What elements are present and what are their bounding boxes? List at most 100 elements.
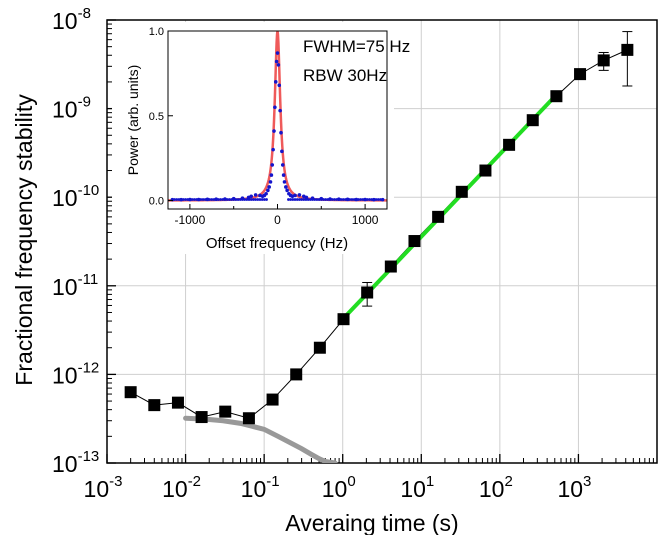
inset-baseline-dot xyxy=(302,198,306,201)
x-tick-exponent: 3 xyxy=(583,473,591,490)
data-point xyxy=(574,68,587,81)
inset-baseline-dot xyxy=(212,198,216,201)
inset-data-point xyxy=(285,188,289,193)
inset-baseline-dot xyxy=(232,198,236,201)
x-tick-base: 10 xyxy=(241,476,267,502)
y-tick-label: 10-9 xyxy=(52,94,91,123)
inset-baseline-dot xyxy=(227,198,231,201)
inset-x-tick-label: 0 xyxy=(274,213,281,227)
inset-baseline-dot xyxy=(335,198,339,201)
y-tick-exponent: -11 xyxy=(78,271,99,288)
inset-data-point xyxy=(267,185,271,189)
inset-data-point xyxy=(273,80,278,84)
inset-baseline-dot xyxy=(372,198,376,201)
inset-baseline-dot xyxy=(238,198,242,201)
main-plot-frame xyxy=(106,19,658,464)
data-point xyxy=(242,412,255,425)
x-tick-exponent: 0 xyxy=(347,473,355,490)
y-tick-base: 10 xyxy=(52,185,78,211)
inset-baseline-dot xyxy=(324,198,328,201)
inset-baseline-dot xyxy=(236,198,240,201)
data-point xyxy=(597,54,610,67)
inset-baseline-dot xyxy=(337,198,341,201)
main-ticks: 10-3 10-2 10-1 100 101 102 10310-1310-1210-111… xyxy=(52,5,654,502)
data-point xyxy=(171,396,184,409)
x-tick-label: 100 xyxy=(322,473,356,502)
data-point xyxy=(266,393,279,406)
inset-baseline-dot xyxy=(243,198,247,201)
inset-data-point xyxy=(269,173,274,177)
main-data xyxy=(124,31,634,463)
inset-baseline-dot xyxy=(350,198,354,201)
inset-baseline-dot xyxy=(379,198,382,201)
inset-baseline-dot xyxy=(221,198,225,201)
data-point xyxy=(195,411,208,424)
inset-data-point xyxy=(280,149,284,154)
inset-baseline-dot xyxy=(313,198,317,201)
inset-baseline-dot xyxy=(234,198,238,201)
inset-baseline-dot xyxy=(260,198,264,201)
inset-baseline-dot xyxy=(230,198,233,201)
y-tick-exponent: -10 xyxy=(78,182,100,199)
inset-x-axis-label: Offset frequency (Hz) xyxy=(206,235,348,252)
inset-data-point xyxy=(264,191,268,196)
x-tick-label: 10-2 xyxy=(162,473,201,502)
inset-x-tick-label: -1000 xyxy=(175,213,206,227)
inset-baseline-dot xyxy=(374,198,378,201)
inset-chart: -1000 0 1000 0.0 0.5 1.0 Offset frequency (Hz… xyxy=(112,22,410,254)
inset-baseline-dot xyxy=(197,198,201,201)
inset-baseline-dot xyxy=(258,198,262,201)
inset-baseline-dot xyxy=(192,198,196,201)
inset-baseline-dot xyxy=(289,198,293,201)
inset-data-point xyxy=(277,83,282,88)
data-point xyxy=(479,164,492,177)
data-point xyxy=(219,405,232,418)
x-tick-exponent: 2 xyxy=(504,473,512,490)
x-tick-base: 10 xyxy=(557,476,583,502)
inset-baseline-dot xyxy=(304,198,308,201)
inset-baseline-dot xyxy=(300,198,303,201)
inset-baseline-dot xyxy=(188,198,192,201)
data-point xyxy=(384,260,397,273)
inset-baseline-dot xyxy=(291,198,295,201)
data-point xyxy=(503,138,516,151)
inset-data-point xyxy=(268,180,273,184)
inset-baseline-dot xyxy=(203,198,207,201)
data-point xyxy=(124,386,137,399)
inset-y-tick-label: 1.0 xyxy=(149,26,164,38)
inset-data-point xyxy=(276,63,281,67)
inset-baseline-dot xyxy=(339,198,343,201)
x-tick-base: 10 xyxy=(479,476,505,502)
inset-baseline-dot xyxy=(381,198,385,201)
inset-baseline-dot xyxy=(293,198,297,201)
x-tick-label: 10-1 xyxy=(241,473,280,502)
y-tick-label: 10-12 xyxy=(52,359,99,388)
gray-reference-curve xyxy=(183,415,338,463)
x-tick-exponent: 1 xyxy=(426,473,434,490)
data-point xyxy=(337,313,350,326)
inset-baseline-dot xyxy=(195,198,198,201)
inset-baseline-dot xyxy=(184,198,187,201)
y-tick-label: 10-13 xyxy=(52,448,99,477)
y-tick-base: 10 xyxy=(52,451,78,477)
inset-data-point xyxy=(280,163,285,167)
inset-baseline-dot xyxy=(216,198,220,201)
inset-baseline-dot xyxy=(346,198,349,201)
x-tick-base: 10 xyxy=(84,476,110,502)
data-point xyxy=(408,235,421,248)
data-point xyxy=(550,90,563,103)
inset-baseline-dot xyxy=(319,198,323,201)
y-tick-base: 10 xyxy=(52,8,78,34)
inset-background xyxy=(112,22,394,254)
inset-baseline-dot xyxy=(343,198,347,201)
inset-data-point xyxy=(281,173,286,177)
inset-baseline-dot xyxy=(225,198,229,201)
inset-baseline-dot xyxy=(201,198,205,201)
inset-data-point xyxy=(278,108,282,113)
inset-data-point xyxy=(272,129,276,133)
x-tick-label: 10-3 xyxy=(84,473,123,502)
inset-baseline-dot xyxy=(287,198,290,201)
inset-baseline-dot xyxy=(206,198,209,201)
x-tick-exponent: -2 xyxy=(188,473,201,490)
inset-baseline-dot xyxy=(333,198,336,201)
